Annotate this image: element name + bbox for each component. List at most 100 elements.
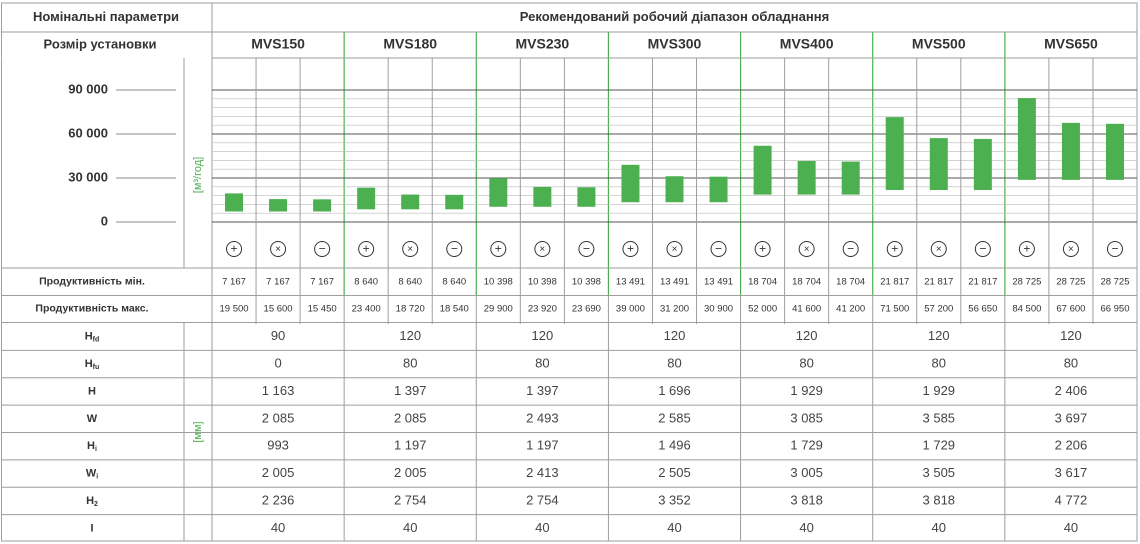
dim-row-label: Hi: [87, 440, 97, 453]
cross-icon: [534, 241, 551, 257]
range-bar: [533, 186, 552, 207]
perf-row-label: Продуктивність мін.: [39, 276, 145, 288]
dim-value: 1 729: [923, 438, 956, 453]
dim-value: 80: [403, 356, 417, 371]
range-bar: [357, 187, 376, 210]
dim-value: 2 085: [394, 410, 427, 425]
dim-value: 2 005: [262, 465, 295, 480]
dim-value: 4 772: [1055, 492, 1088, 507]
dim-value: 1 397: [394, 383, 427, 398]
model-name-mvs150: MVS150: [251, 36, 305, 52]
range-bar: [621, 164, 640, 203]
perf-value: 66 950: [1100, 303, 1129, 314]
dim-row-label: Hfu: [85, 358, 100, 371]
plus-icon-glyph: +: [231, 242, 238, 256]
dim-value: 80: [667, 356, 681, 371]
minus-icon: [842, 241, 859, 257]
perf-value: 39 000: [616, 303, 645, 314]
perf-value: 84 500: [1012, 303, 1041, 314]
dim-value: 2 754: [526, 492, 559, 507]
plus-icon-glyph: +: [1023, 242, 1030, 256]
perf-value: 23 690: [572, 303, 601, 314]
perf-value: 7 167: [222, 276, 246, 287]
size-label: Розмір установки: [43, 36, 156, 51]
dim-value: 2 493: [526, 410, 559, 425]
perf-value: 57 200: [924, 303, 953, 314]
dim-value: 1 729: [790, 438, 823, 453]
cross-icon: [798, 241, 815, 257]
perf-value: 13 491: [660, 276, 689, 287]
range-bar: [489, 178, 508, 207]
minus-icon-glyph: −: [979, 242, 986, 256]
dim-value: 3 352: [658, 492, 691, 507]
perf-value: 13 491: [616, 276, 645, 287]
dim-value: 1 163: [262, 383, 295, 398]
dim-row-label: Hfd: [85, 331, 100, 344]
range-bar: [753, 145, 772, 195]
perf-value: 10 398: [528, 276, 557, 287]
dim-value: 1 496: [658, 438, 691, 453]
dim-value: 40: [535, 520, 549, 535]
range-bar: [577, 187, 596, 207]
perf-value: 18 720: [396, 303, 425, 314]
model-name-mvs400: MVS400: [780, 36, 834, 52]
perf-value: 56 650: [968, 303, 997, 314]
perf-value: 8 640: [354, 276, 378, 287]
minus-icon-glyph: −: [715, 242, 722, 256]
minus-icon-glyph: −: [847, 242, 854, 256]
perf-value: 28 725: [1056, 276, 1085, 287]
dim-value: 2 005: [394, 465, 427, 480]
dim-value: 120: [1060, 328, 1082, 343]
plus-icon: [886, 241, 903, 257]
dim-value: 80: [535, 356, 549, 371]
dim-value: 1 929: [923, 383, 956, 398]
range-bar: [445, 194, 464, 210]
cross-icon-glyph: ×: [539, 244, 545, 255]
range-bar: [401, 194, 420, 210]
plus-icon: [358, 241, 375, 257]
range-bar: [665, 176, 684, 203]
dim-value: 2 206: [1055, 438, 1088, 453]
perf-value: 8 640: [442, 276, 466, 287]
plus-icon: [754, 241, 771, 257]
dim-value: 1 197: [526, 438, 559, 453]
dim-value: 120: [399, 328, 421, 343]
dim-value: 993: [267, 438, 289, 453]
dim-value: 40: [799, 520, 813, 535]
range-bar: [885, 117, 904, 191]
dim-value: 3 818: [923, 492, 956, 507]
plus-icon-glyph: +: [363, 242, 370, 256]
perf-value: 21 817: [968, 276, 997, 287]
range-bar: [225, 193, 244, 212]
dim-value: 3 005: [790, 465, 823, 480]
perf-value: 7 167: [310, 276, 334, 287]
minus-icon: [1106, 241, 1123, 257]
dim-value: 80: [1064, 356, 1078, 371]
cross-icon-glyph: ×: [1068, 244, 1074, 255]
perf-value: 18 540: [440, 303, 469, 314]
dim-row-label: H: [88, 385, 96, 397]
dim-value: 2 585: [658, 410, 691, 425]
dim-value: 80: [799, 356, 813, 371]
plus-icon-glyph: +: [627, 242, 634, 256]
plus-icon: [490, 241, 507, 257]
dim-value: 2 505: [658, 465, 691, 480]
perf-value: 67 600: [1056, 303, 1085, 314]
plus-icon-glyph: +: [759, 242, 766, 256]
dim-value: 3 697: [1055, 410, 1088, 425]
dim-value: 3 617: [1055, 465, 1088, 480]
model-name-mvs230: MVS230: [516, 36, 570, 52]
perf-value: 30 900: [704, 303, 733, 314]
perf-value: 23 920: [528, 303, 557, 314]
cross-icon-glyph: ×: [804, 244, 810, 255]
dim-value: 40: [932, 520, 946, 535]
dim-value: 40: [403, 520, 417, 535]
y-tick-label: 0: [101, 213, 108, 228]
perf-value: 7 167: [266, 276, 290, 287]
minus-icon: [710, 241, 727, 257]
range-bar: [797, 160, 816, 195]
minus-icon-glyph: −: [451, 242, 458, 256]
perf-value: 23 400: [352, 303, 381, 314]
range-bar: [929, 138, 948, 191]
